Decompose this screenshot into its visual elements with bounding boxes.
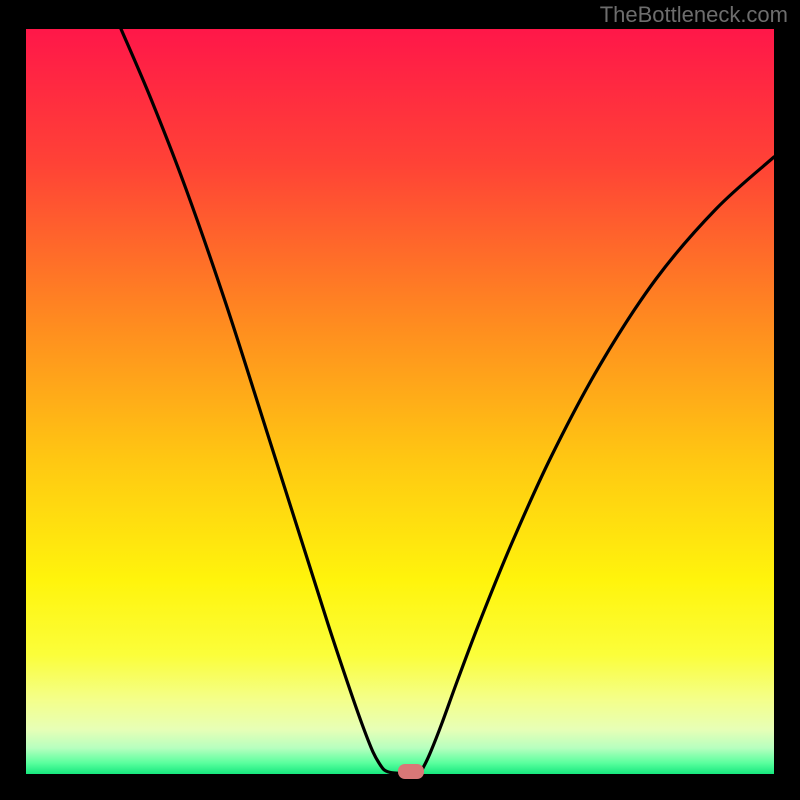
trough-marker (398, 764, 424, 779)
watermark-text: TheBottleneck.com (600, 2, 788, 28)
bottleneck-curve (26, 29, 774, 774)
curve-path (121, 29, 774, 773)
chart-container: TheBottleneck.com (0, 0, 800, 800)
plot-area (26, 29, 774, 774)
